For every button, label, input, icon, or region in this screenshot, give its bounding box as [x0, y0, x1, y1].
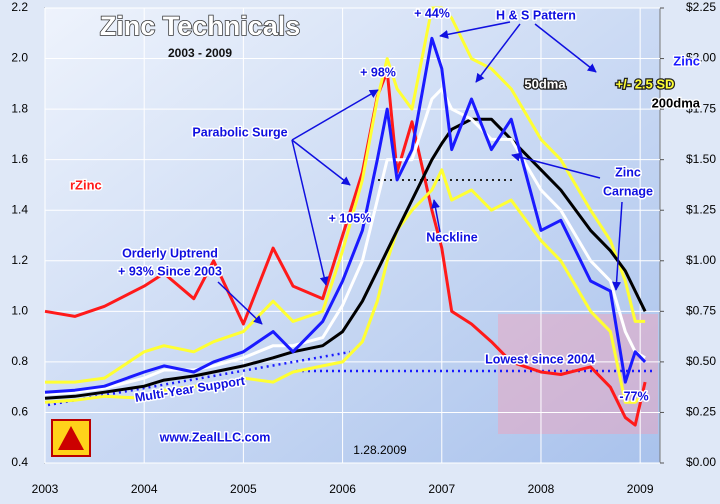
y2-tick-label: $0.00 — [686, 455, 716, 469]
annotation: Orderly Uptrend — [122, 246, 218, 260]
annotation-arrow — [291, 139, 329, 286]
y2-tick-label: $1.00 — [686, 253, 716, 267]
series-line — [44, 36, 647, 394]
annotation: H & S Pattern — [496, 8, 576, 22]
x-tick-label: 2006 — [329, 482, 356, 496]
annotation-arrow — [291, 89, 379, 141]
x-tick-label: 2008 — [528, 482, 555, 496]
annotation: + 44% — [414, 6, 450, 20]
series-line — [44, 69, 647, 427]
chart-title: Zinc Technicals — [100, 11, 301, 41]
chart-subtitle: 2003 - 2009 — [168, 46, 232, 60]
x-tick-label: 2003 — [32, 482, 59, 496]
y2-tick-label: $0.25 — [686, 405, 716, 419]
y-tick-label: 0.8 — [11, 354, 28, 368]
y2-tick-label: $1.50 — [686, 152, 716, 166]
legend-label: +/- 2.5 SD — [616, 76, 675, 91]
plot-area — [44, 7, 661, 464]
y-tick-label: 0.6 — [11, 405, 28, 419]
y-tick-label: 1.6 — [11, 152, 28, 166]
y-tick-label: 0.4 — [11, 455, 28, 469]
annotation: Lowest since 2004 — [485, 352, 595, 366]
legend-label: Zinc — [673, 53, 700, 68]
y2-tick-label: $0.75 — [686, 304, 716, 318]
y2-tick-label: $1.25 — [686, 202, 716, 216]
logo — [51, 419, 91, 457]
annotation-arrow — [291, 139, 351, 186]
annotation-arrow — [431, 199, 441, 233]
annotation: Parabolic Surge — [192, 125, 287, 139]
legend-label: 200dma — [652, 95, 701, 110]
y-tick-label: 2.0 — [11, 51, 28, 65]
annotation-arrow — [612, 201, 623, 291]
annotation: 1.28.2009 — [353, 443, 407, 457]
annotation: + 105% — [329, 211, 372, 225]
y-tick-label: 2.2 — [11, 0, 28, 14]
y-tick-label: 1.0 — [11, 304, 28, 318]
x-tick-label: 2009 — [627, 482, 654, 496]
annotation-arrow — [439, 21, 511, 39]
annotation: + 93% Since 2003 — [118, 264, 222, 278]
series-line — [44, 168, 647, 404]
y-tick-label: 1.2 — [11, 253, 28, 267]
annotation: + 98% — [360, 65, 396, 79]
annotation-arrow — [217, 281, 263, 325]
annotation: www.ZealLLC.com — [159, 430, 271, 444]
low-zone — [498, 314, 658, 434]
y-tick-label: 1.4 — [11, 202, 28, 216]
y2-tick-label: $0.50 — [686, 354, 716, 368]
series-line — [45, 6, 646, 384]
y2-tick-label: $1.75 — [686, 101, 716, 115]
y2-tick-label: $2.25 — [686, 0, 716, 14]
annotation-arrow — [475, 23, 521, 83]
x-tick-label: 2004 — [131, 482, 158, 496]
annotation: Carnage — [603, 184, 653, 198]
y2-tick-label: $2.00 — [686, 51, 716, 65]
annotation: -77% — [619, 389, 648, 403]
annotation: Zinc — [615, 165, 641, 179]
x-tick-label: 2005 — [230, 482, 257, 496]
y-tick-label: 1.8 — [11, 101, 28, 115]
legend-label: rZinc — [70, 177, 102, 192]
legend-label: 50dma — [524, 76, 566, 91]
series-line — [44, 117, 647, 400]
annotation: Neckline — [426, 230, 477, 244]
x-tick-label: 2007 — [428, 482, 455, 496]
annotation-arrow — [511, 152, 601, 179]
annotation-arrow — [534, 23, 597, 73]
